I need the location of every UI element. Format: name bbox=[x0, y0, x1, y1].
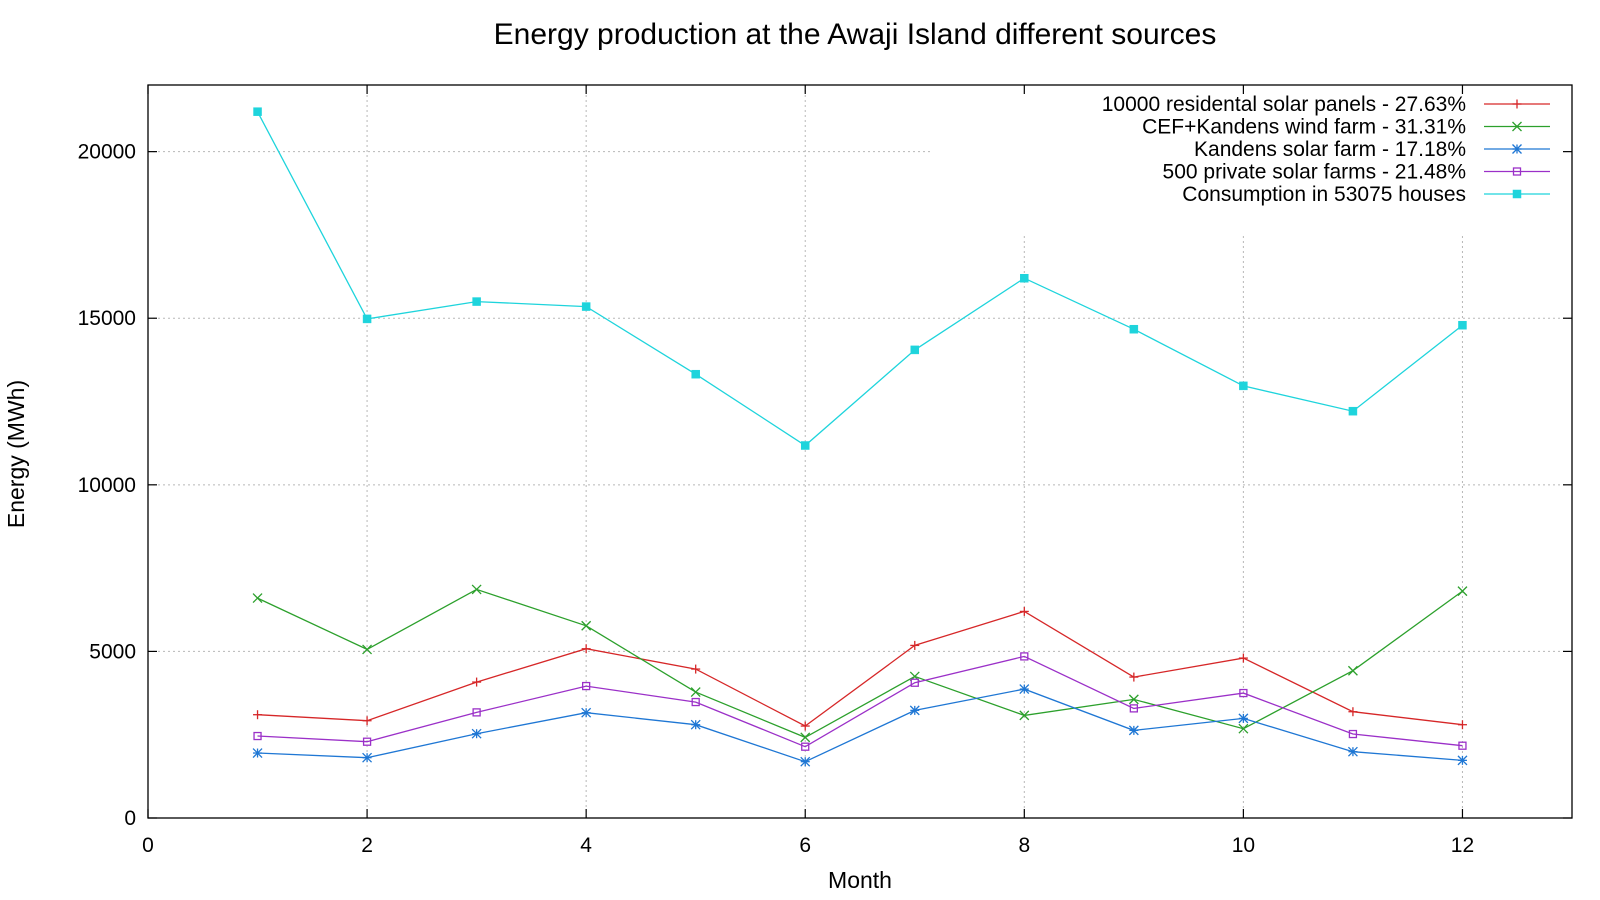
data-point bbox=[1457, 755, 1468, 766]
data-point bbox=[801, 742, 810, 751]
legend-label: Consumption in 53075 houses bbox=[1182, 183, 1466, 206]
legend-entry-4: 500 private solar farms - 21.48% bbox=[1163, 161, 1550, 184]
y-axis-title: Energy (MWh) bbox=[3, 380, 29, 528]
data-point bbox=[1458, 320, 1467, 330]
legend-entry-3: Kandens solar farm - 17.18% bbox=[1194, 138, 1550, 161]
legend-marker bbox=[1512, 121, 1522, 132]
data-point bbox=[691, 664, 701, 674]
data-point bbox=[253, 107, 262, 116]
data-point bbox=[1128, 694, 1139, 705]
x-tick-label: 4 bbox=[580, 834, 592, 857]
legend-entry-2: CEF+Kandens wind farm - 31.31% bbox=[1142, 116, 1550, 139]
data-point bbox=[910, 640, 920, 650]
legend-marker bbox=[1512, 167, 1522, 176]
data-point bbox=[1020, 652, 1029, 661]
data-point bbox=[581, 620, 592, 631]
data-point bbox=[910, 345, 920, 355]
y-tick-label: 0 bbox=[124, 807, 136, 830]
plot-frame bbox=[147, 84, 1573, 819]
data-point bbox=[1238, 713, 1249, 724]
data-point bbox=[1019, 710, 1030, 721]
data-point bbox=[1238, 723, 1249, 734]
data-point bbox=[581, 644, 591, 654]
data-point bbox=[1129, 704, 1138, 713]
legend: 10000 residental solar panels - 27.63%CE… bbox=[1102, 93, 1550, 206]
data-point bbox=[1347, 665, 1358, 676]
data-point bbox=[471, 728, 482, 739]
series-line-1 bbox=[257, 610, 1463, 727]
data-point bbox=[1128, 725, 1139, 736]
y-tick-label: 10000 bbox=[78, 474, 136, 497]
data-point bbox=[472, 297, 481, 306]
data-point bbox=[1458, 741, 1467, 750]
data-point bbox=[581, 302, 591, 311]
x-tick-label: 6 bbox=[799, 834, 811, 857]
data-point bbox=[910, 678, 919, 687]
data-point bbox=[362, 644, 373, 655]
x-tick-label: 0 bbox=[142, 834, 154, 857]
data-point bbox=[690, 719, 701, 730]
data-point bbox=[582, 681, 591, 691]
data-point bbox=[253, 710, 263, 720]
data-point bbox=[1020, 273, 1029, 283]
legend-entry-5: Consumption in 53075 houses bbox=[1182, 183, 1550, 206]
data-point bbox=[691, 697, 700, 707]
series-lines bbox=[252, 107, 1468, 767]
data-point bbox=[362, 737, 372, 746]
data-point bbox=[1457, 720, 1467, 730]
legend-marker bbox=[1512, 99, 1522, 109]
data-point bbox=[690, 687, 701, 698]
x-tick-label: 2 bbox=[361, 834, 373, 857]
data-point bbox=[1239, 688, 1248, 698]
legend-label: 500 private solar farms - 21.48% bbox=[1163, 161, 1466, 184]
legend-label: CEF+Kandens wind farm - 31.31% bbox=[1142, 116, 1466, 139]
x-axis-title: Month bbox=[828, 867, 892, 893]
series-line-5 bbox=[256, 111, 1463, 447]
data-point bbox=[800, 756, 811, 767]
data-point bbox=[252, 593, 263, 604]
data-point bbox=[362, 716, 372, 726]
data-point bbox=[362, 752, 373, 763]
data-point bbox=[1239, 381, 1248, 391]
x-tick-label: 8 bbox=[1018, 834, 1030, 857]
data-point bbox=[800, 441, 810, 450]
y-tick-label: 15000 bbox=[78, 307, 136, 330]
data-point bbox=[1019, 606, 1029, 616]
axis-ticks: 0 5000 10000 15000 20000 0 2 4 6 8 10 12 bbox=[78, 85, 1572, 857]
data-point bbox=[1129, 324, 1139, 334]
legend-label: Kandens solar farm - 17.18% bbox=[1194, 138, 1466, 161]
series-line-4 bbox=[257, 655, 1463, 748]
data-point bbox=[1129, 672, 1139, 682]
data-point bbox=[1238, 653, 1248, 663]
series-line-3 bbox=[257, 688, 1463, 763]
legend-marker bbox=[1512, 189, 1522, 199]
data-point bbox=[1019, 684, 1030, 695]
data-point bbox=[472, 677, 482, 687]
data-point bbox=[800, 721, 810, 731]
data-point bbox=[252, 748, 263, 758]
x-tick-label: 12 bbox=[1451, 834, 1474, 857]
data-point bbox=[800, 732, 811, 743]
data-point bbox=[471, 584, 482, 595]
data-point bbox=[1348, 707, 1358, 717]
data-point bbox=[362, 314, 372, 324]
legend-label: 10000 residental solar panels - 27.63% bbox=[1102, 93, 1466, 116]
chart-title: Energy production at the Awaji Island di… bbox=[494, 18, 1217, 51]
data-point bbox=[581, 707, 592, 718]
data-point bbox=[1347, 746, 1358, 757]
y-tick-label: 5000 bbox=[89, 640, 136, 663]
data-point bbox=[1348, 729, 1358, 739]
data-point bbox=[1457, 586, 1468, 597]
data-point bbox=[1348, 406, 1358, 416]
data-point bbox=[472, 708, 481, 717]
x-tick-label: 10 bbox=[1232, 834, 1255, 857]
data-point bbox=[691, 369, 700, 379]
series-line-2 bbox=[257, 588, 1463, 739]
legend-marker bbox=[1512, 144, 1522, 154]
y-tick-label: 20000 bbox=[78, 141, 136, 164]
data-point bbox=[909, 705, 920, 716]
legend-entry-1: 10000 residental solar panels - 27.63% bbox=[1102, 93, 1550, 116]
data-point bbox=[253, 731, 262, 741]
